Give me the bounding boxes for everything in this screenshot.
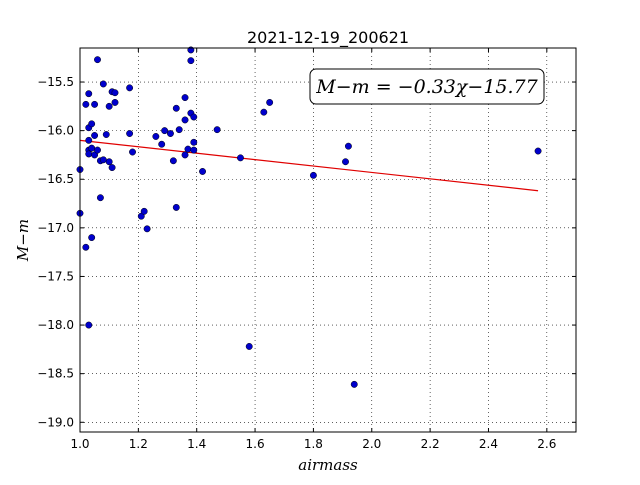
annotation-text: M−m = −0.33χ−15.77 xyxy=(315,76,538,98)
data-point xyxy=(96,194,104,202)
data-point xyxy=(152,133,160,140)
data-point xyxy=(85,136,93,144)
data-point xyxy=(161,127,169,135)
data-point xyxy=(126,84,134,92)
y-tick-label: −15.5 xyxy=(37,75,74,89)
data-point xyxy=(181,94,189,102)
x-tick-label: 2.0 xyxy=(362,437,381,451)
x-tick-label: 2.6 xyxy=(537,437,556,451)
data-point xyxy=(309,171,317,179)
data-point xyxy=(85,90,93,98)
y-tick-label: −18.0 xyxy=(37,318,74,332)
x-tick-label: 1.2 xyxy=(129,437,148,451)
x-tick-label: 2.4 xyxy=(479,437,498,451)
data-point xyxy=(99,156,107,164)
data-point xyxy=(237,154,244,162)
data-point xyxy=(190,113,198,121)
x-axis-ticks: 1.0 1.2 1.4 1.6 1.8 2.0 2.2 2.4 2.6 xyxy=(70,48,556,451)
data-point xyxy=(169,157,177,165)
data-points xyxy=(76,46,542,388)
data-point xyxy=(199,168,206,175)
data-point xyxy=(126,130,134,137)
data-point xyxy=(172,203,180,211)
fit-annotation: M−m = −0.33χ−15.77 xyxy=(309,68,545,105)
x-tick-label: 1.8 xyxy=(304,437,323,451)
data-point xyxy=(166,130,174,137)
data-point xyxy=(344,142,352,150)
data-point xyxy=(190,138,198,146)
y-tick-label: −16.0 xyxy=(37,124,74,138)
data-point xyxy=(82,243,90,251)
data-point xyxy=(266,98,274,106)
data-point xyxy=(140,207,148,215)
data-point xyxy=(181,151,189,159)
data-point xyxy=(105,158,113,166)
data-point xyxy=(129,148,136,156)
data-point xyxy=(88,120,96,128)
data-point xyxy=(158,140,166,148)
data-point xyxy=(350,380,358,388)
data-point xyxy=(94,56,101,64)
data-point xyxy=(143,225,151,233)
data-point xyxy=(102,131,110,138)
x-tick-label: 2.2 xyxy=(421,437,440,451)
annotation-box xyxy=(309,68,545,105)
data-point xyxy=(88,144,96,152)
y-tick-label: −19.0 xyxy=(37,415,74,429)
data-point xyxy=(534,147,542,155)
data-point xyxy=(85,150,93,158)
data-point xyxy=(172,104,180,112)
chart-title: 2021-12-19_200621 xyxy=(247,28,409,48)
data-point xyxy=(85,321,93,329)
data-point xyxy=(108,164,116,172)
data-point xyxy=(181,116,189,124)
x-axis-label: airmass xyxy=(298,456,358,474)
data-point xyxy=(88,234,96,242)
plot-frame xyxy=(79,47,577,433)
x-tick-label: 1.6 xyxy=(246,437,265,451)
data-point xyxy=(245,343,253,350)
data-point xyxy=(94,146,101,154)
y-tick-label: −17.5 xyxy=(37,269,74,283)
data-point xyxy=(105,102,113,110)
data-point xyxy=(190,146,198,154)
data-point xyxy=(99,80,107,88)
data-point xyxy=(91,132,99,139)
fit-line-group xyxy=(79,139,539,192)
y-tick-label: −18.5 xyxy=(37,367,74,381)
data-point xyxy=(82,100,90,108)
data-point xyxy=(91,100,99,108)
data-point xyxy=(342,158,349,166)
data-point xyxy=(260,108,268,116)
y-tick-label: −17.0 xyxy=(37,221,74,235)
data-point xyxy=(175,126,183,134)
x-tick-label: 1.4 xyxy=(187,437,206,451)
y-tick-label: −16.5 xyxy=(37,172,74,186)
data-point xyxy=(184,145,192,153)
data-point xyxy=(187,57,195,65)
data-point xyxy=(213,126,221,134)
data-point xyxy=(111,89,119,97)
fit-line xyxy=(79,139,539,192)
data-point xyxy=(111,98,119,106)
y-axis-label: M−m xyxy=(14,219,32,262)
x-tick-label: 1.0 xyxy=(70,437,89,451)
y-axis-ticks: −15.5 −16.0 −16.5 −17.0 −17.5 −18.0 −18.5 −19.0 xyxy=(37,75,576,429)
